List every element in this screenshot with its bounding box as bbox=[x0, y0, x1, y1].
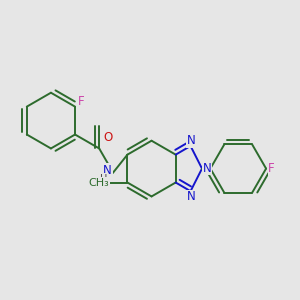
Text: O: O bbox=[103, 131, 112, 144]
Text: N: N bbox=[187, 190, 195, 203]
Text: H: H bbox=[100, 174, 107, 184]
Text: N: N bbox=[103, 164, 112, 177]
Text: F: F bbox=[268, 162, 275, 175]
Text: N: N bbox=[202, 162, 211, 175]
Text: N: N bbox=[187, 134, 195, 147]
Text: F: F bbox=[78, 94, 85, 108]
Text: CH₃: CH₃ bbox=[88, 178, 109, 188]
